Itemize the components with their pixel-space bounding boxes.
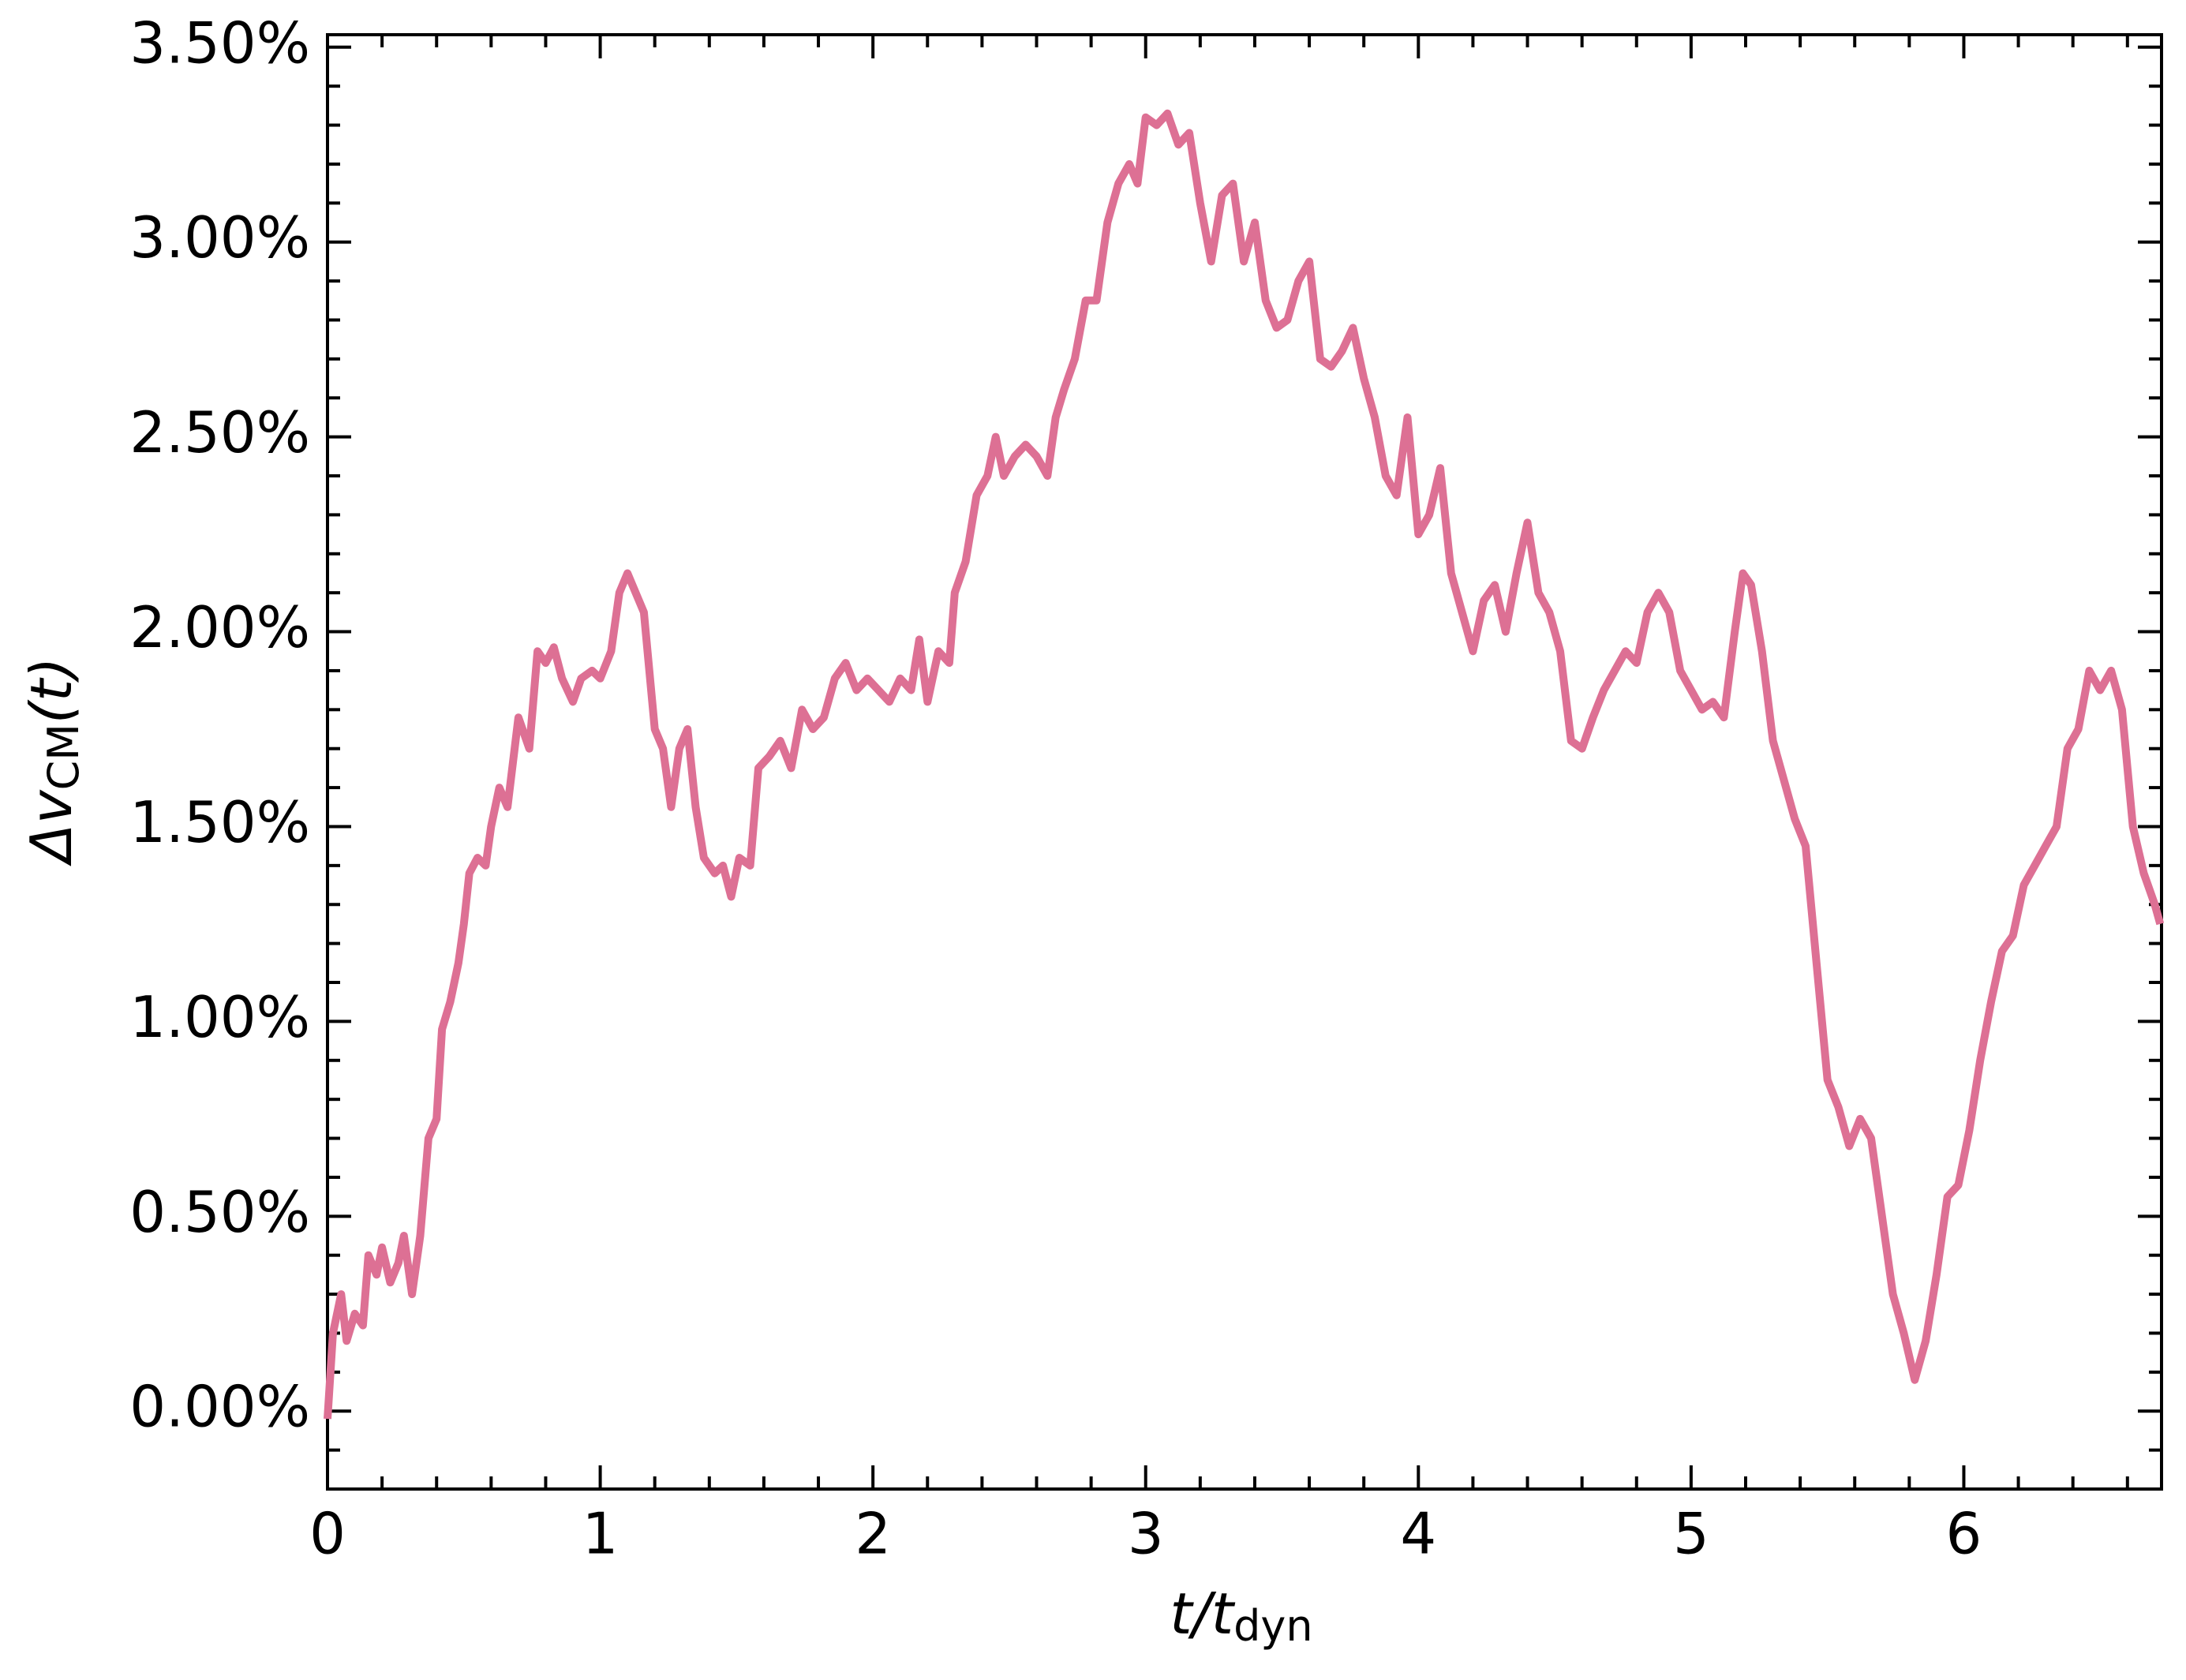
x-tick-label: 6 <box>1946 1501 1982 1567</box>
y-tick-label: 0.50% <box>129 1179 310 1245</box>
y-label-main: Δv <box>18 789 84 866</box>
plot-frame <box>326 33 2163 1491</box>
x-tick-label: 3 <box>1128 1501 1164 1567</box>
x-axis-label: t/tdyn <box>1170 1581 1312 1651</box>
x-tick-label: 0 <box>309 1501 346 1567</box>
x-label-sub: dyn <box>1233 1601 1312 1651</box>
y-tick-label: 1.50% <box>129 789 310 855</box>
y-label-sub: CM <box>39 724 88 790</box>
y-tick-label: 2.50% <box>129 399 310 466</box>
y-label-arg: (t) <box>18 657 84 724</box>
x-tick-label: 1 <box>582 1501 619 1567</box>
data-line <box>324 109 2165 1420</box>
y-tick-label: 3.50% <box>129 9 310 76</box>
x-label-main: t/t <box>1170 1581 1235 1647</box>
y-axis-label: ΔvCM(t) <box>18 657 88 867</box>
x-tick-label: 2 <box>855 1501 891 1567</box>
x-tick-label: 4 <box>1400 1501 1436 1567</box>
y-tick-label: 0.00% <box>129 1374 310 1440</box>
y-tick-label: 3.00% <box>129 204 310 271</box>
y-tick-label: 2.00% <box>129 594 310 660</box>
x-tick-label: 5 <box>1673 1501 1709 1567</box>
y-tick-label: 1.00% <box>129 984 310 1050</box>
